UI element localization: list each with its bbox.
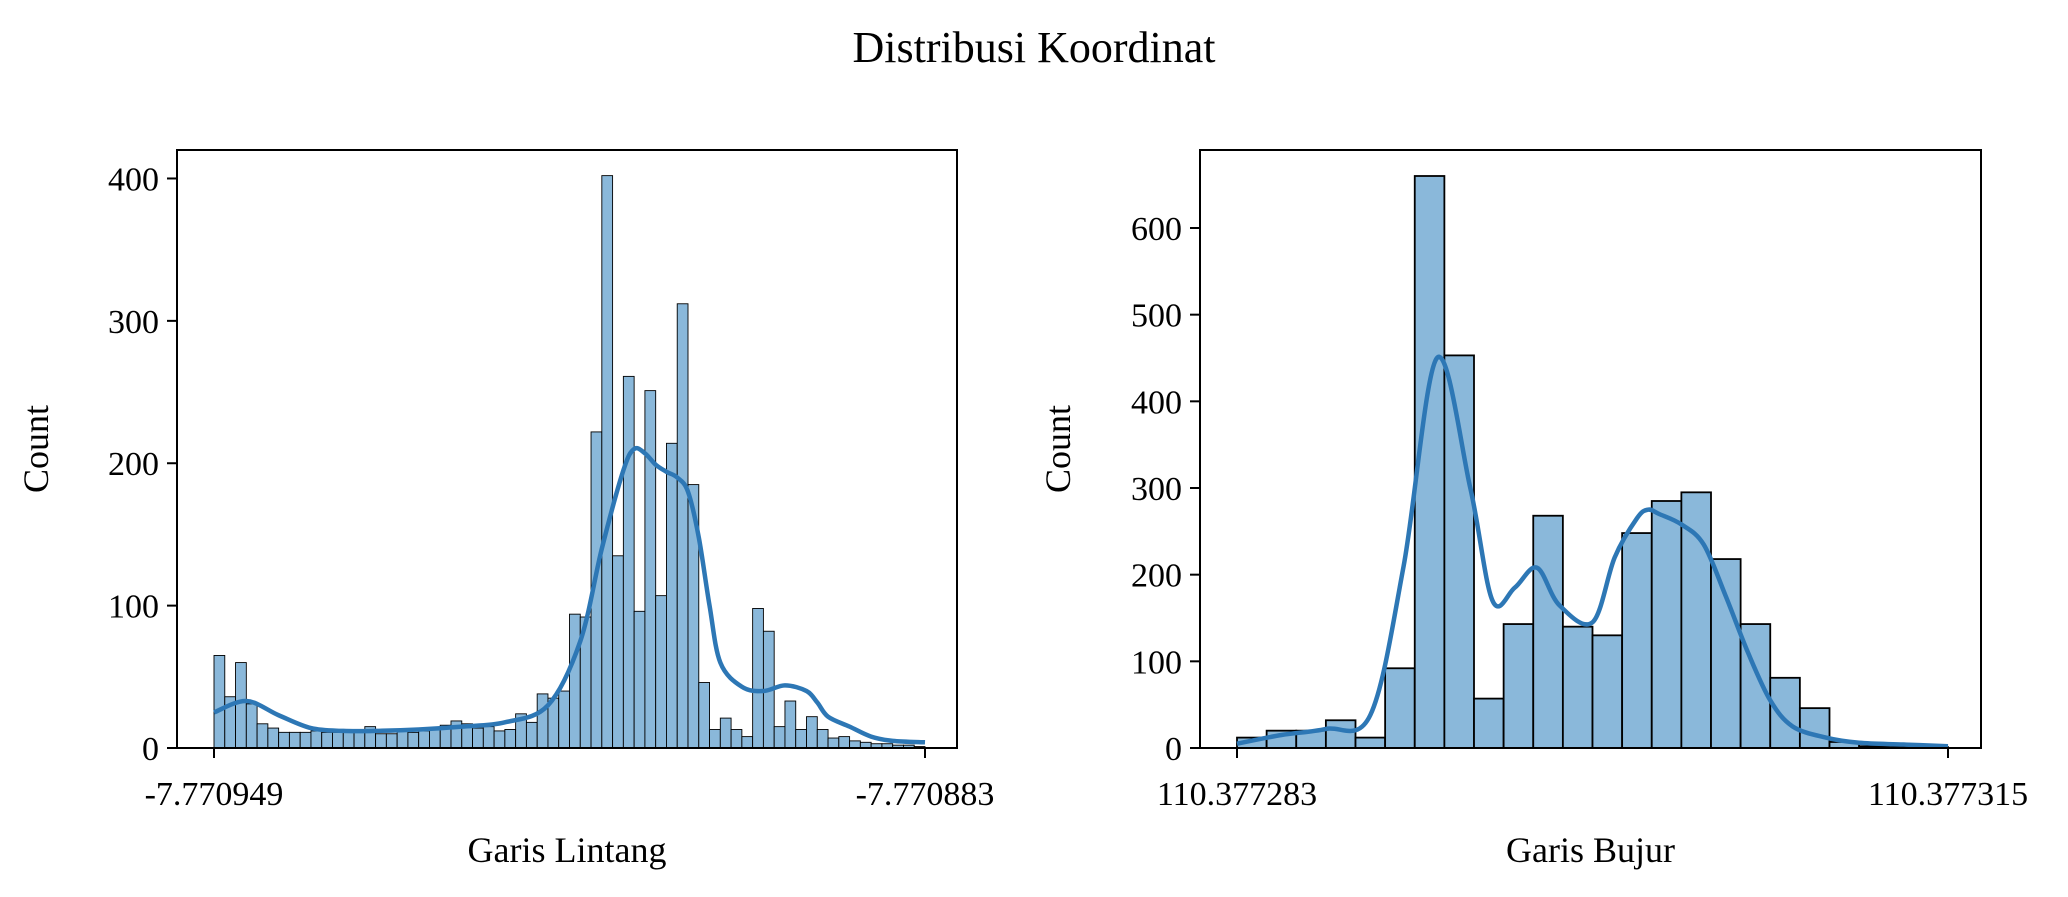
latitude-kde-line <box>213 445 926 745</box>
latitude-xtick-label: -7.770949 <box>145 776 284 813</box>
latitude-bar <box>342 731 355 749</box>
latitude-ytick-label: 200 <box>108 446 159 483</box>
longitude-bar <box>1443 354 1475 749</box>
latitude-bar <box>332 731 344 749</box>
latitude-bar <box>429 729 441 749</box>
latitude-bar <box>385 733 398 749</box>
latitude-bar <box>418 730 430 749</box>
longitude-bar <box>1324 719 1357 749</box>
latitude-bar <box>482 726 495 749</box>
latitude-bar <box>752 608 764 749</box>
longitude-ytick-label: 300 <box>1131 471 1182 508</box>
latitude-ytick-label: 0 <box>142 731 159 768</box>
latitude-bar <box>633 610 646 749</box>
latitude-bar <box>795 729 807 749</box>
longitude-bar <box>1354 736 1387 749</box>
latitude-bar <box>299 731 312 749</box>
longitude-xlabel: Garis Bujur <box>1506 830 1675 870</box>
latitude-ytick-label: 400 <box>108 161 159 198</box>
latitude-xtick-label: -7.770883 <box>856 776 995 813</box>
longitude-bar <box>1532 514 1564 749</box>
latitude-bar <box>267 727 280 749</box>
latitude-bar <box>407 731 420 749</box>
latitude-bar <box>644 390 657 749</box>
latitude-bar <box>773 726 786 749</box>
latitude-bar <box>245 703 258 749</box>
latitude-bar <box>827 737 840 749</box>
latitude-bar <box>612 555 624 749</box>
latitude-bar <box>849 740 861 749</box>
longitude-bar <box>1473 697 1505 749</box>
latitude-ytick-label: 300 <box>108 304 159 341</box>
longitude-bar <box>1798 707 1831 749</box>
longitude-ytick-label: 400 <box>1131 384 1182 421</box>
latitude-bar <box>838 736 851 749</box>
latitude-bar <box>396 730 409 749</box>
longitude-kde-line <box>1236 354 1949 749</box>
latitude-histogram-panel: 0 100 200 300 400 -7.770949 -7.770883 Garis Lin… <box>16 149 995 870</box>
latitude-bar <box>256 723 269 749</box>
longitude-bar <box>1680 491 1712 749</box>
longitude-ytick-label: 0 <box>1165 731 1182 768</box>
longitude-ytick-label: 500 <box>1131 298 1182 335</box>
latitude-bar <box>622 375 635 749</box>
latitude-ytick-label: 100 <box>108 589 159 626</box>
longitude-bar <box>1561 625 1594 749</box>
latitude-bar <box>730 729 743 749</box>
longitude-bar <box>1502 623 1535 749</box>
latitude-bar <box>525 721 538 749</box>
longitude-histogram-panel: 0 100 200 300 400 500 600 110.377283 110.377315 G… <box>1038 149 2028 870</box>
latitude-ylabel: Count <box>16 405 56 493</box>
longitude-bar <box>1591 634 1624 749</box>
latitude-bar <box>698 682 710 749</box>
latitude-bar <box>504 729 517 749</box>
longitude-bar <box>1710 558 1742 749</box>
figure-title: Distribusi Koordinat <box>852 23 1216 72</box>
longitude-axes-frame <box>1199 149 1982 749</box>
latitude-bar <box>288 731 301 749</box>
latitude-bar <box>321 731 333 749</box>
longitude-xtick-label: 110.377283 <box>1157 776 1317 813</box>
latitude-bar <box>310 730 323 749</box>
longitude-bar <box>1769 676 1801 749</box>
longitude-ytick-label: 200 <box>1131 558 1182 595</box>
latitude-bar <box>719 717 732 749</box>
latitude-bar <box>816 729 829 749</box>
longitude-bar <box>1621 532 1653 749</box>
latitude-bar <box>278 731 290 749</box>
longitude-bar <box>1384 667 1416 749</box>
latitude-bar <box>569 613 581 749</box>
latitude-bar <box>536 693 549 749</box>
latitude-axes-frame <box>176 149 958 749</box>
latitude-xlabel: Garis Lintang <box>468 830 667 870</box>
latitude-bar <box>213 655 226 749</box>
longitude-xtick-label: 110.377315 <box>1868 776 2028 813</box>
latitude-bar <box>655 595 667 749</box>
latitude-bar <box>601 175 614 749</box>
latitude-bar <box>666 442 678 749</box>
longitude-ytick-label: 100 <box>1131 644 1182 681</box>
latitude-bar <box>709 729 721 749</box>
latitude-bar <box>472 727 484 749</box>
longitude-bar <box>1650 500 1683 749</box>
latitude-bar <box>235 662 247 749</box>
longitude-ylabel: Count <box>1038 405 1078 493</box>
latitude-bar <box>558 690 570 749</box>
latitude-bar <box>375 733 387 749</box>
longitude-ytick-label: 600 <box>1131 211 1182 248</box>
latitude-bar <box>741 736 754 749</box>
latitude-bar <box>493 730 506 749</box>
latitude-bar <box>676 303 689 749</box>
latitude-bar <box>784 700 797 749</box>
latitude-bar <box>806 716 818 749</box>
